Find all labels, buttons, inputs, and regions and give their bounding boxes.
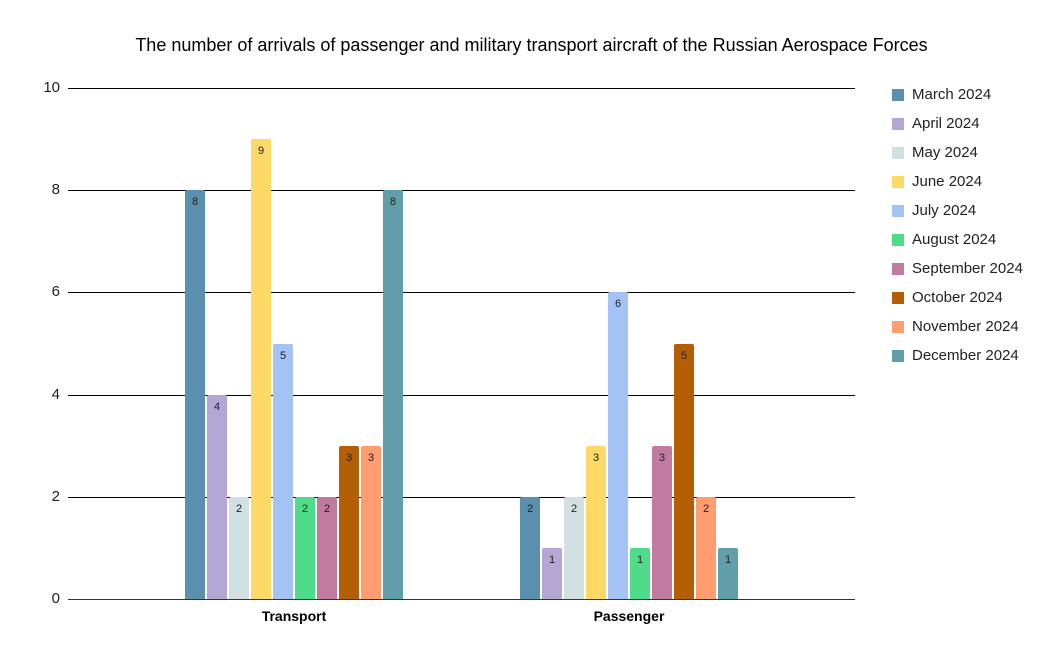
bar[interactable]: 1 xyxy=(542,547,562,599)
data-label: 2 xyxy=(526,502,534,515)
bar[interactable]: 8 xyxy=(185,190,205,599)
legend-swatch-icon xyxy=(892,233,904,246)
legend-swatch-icon xyxy=(892,349,904,362)
data-label: 2 xyxy=(702,502,710,515)
y-tick-label: 10 xyxy=(43,79,60,96)
bar[interactable]: 3 xyxy=(361,445,381,599)
legend-label: June 2024 xyxy=(912,173,983,190)
data-label: 9 xyxy=(257,145,265,158)
legend-swatch-icon xyxy=(892,262,904,275)
data-label: 5 xyxy=(279,349,287,362)
bar[interactable]: 8 xyxy=(383,190,403,599)
legend-label: March 2024 xyxy=(912,86,992,103)
bar[interactable]: 2 xyxy=(520,496,540,599)
legend-label: August 2024 xyxy=(912,231,997,248)
bar[interactable]: 2 xyxy=(564,496,584,599)
bar[interactable]: 3 xyxy=(586,445,606,599)
gridline xyxy=(68,190,855,192)
bar[interactable]: 5 xyxy=(273,343,293,599)
data-label: 6 xyxy=(614,298,622,311)
legend-label: October 2024 xyxy=(912,289,1003,306)
legend-item[interactable]: August 2024 xyxy=(892,225,1023,254)
legend-item[interactable]: March 2024 xyxy=(892,80,1023,109)
legend-swatch-icon xyxy=(892,117,904,130)
data-label: 2 xyxy=(570,502,578,515)
gridline xyxy=(68,599,855,600)
x-category-label: Transport xyxy=(261,608,327,624)
bar[interactable]: 2 xyxy=(317,496,337,599)
bar[interactable]: 3 xyxy=(652,445,672,599)
y-tick-label: 0 xyxy=(51,590,60,607)
data-label: 1 xyxy=(724,553,732,566)
legend-swatch-icon xyxy=(892,175,904,188)
bar[interactable]: 5 xyxy=(674,343,694,599)
legend-item[interactable]: October 2024 xyxy=(892,283,1023,312)
legend-item[interactable]: September 2024 xyxy=(892,254,1023,283)
chart-title: The number of arrivals of passenger and … xyxy=(135,35,928,55)
data-label: 3 xyxy=(345,451,353,464)
legend-swatch-icon xyxy=(892,146,904,159)
legend-label: May 2024 xyxy=(912,144,978,161)
gridline xyxy=(68,292,855,294)
data-label: 8 xyxy=(191,196,199,209)
data-label: 5 xyxy=(680,349,688,362)
gridline xyxy=(68,496,855,498)
bar[interactable]: 2 xyxy=(295,496,315,599)
bar[interactable]: 4 xyxy=(207,394,227,599)
legend-item[interactable]: December 2024 xyxy=(892,341,1023,370)
data-label: 1 xyxy=(548,553,556,566)
legend-swatch-icon xyxy=(892,320,904,333)
y-tick-label: 2 xyxy=(51,487,60,505)
legend-item[interactable]: June 2024 xyxy=(892,167,1023,196)
legend-item[interactable]: July 2024 xyxy=(892,196,1023,225)
data-label: 2 xyxy=(323,502,331,515)
data-label: 2 xyxy=(235,502,243,515)
data-label: 3 xyxy=(367,451,375,464)
data-label: 3 xyxy=(592,451,600,464)
legend-item[interactable]: May 2024 xyxy=(892,138,1023,167)
gridline xyxy=(68,88,855,89)
gridline xyxy=(68,394,855,396)
legend-label: September 2024 xyxy=(912,260,1023,277)
data-label: 2 xyxy=(301,502,309,515)
legend-label: November 2024 xyxy=(912,318,1019,335)
bar[interactable]: 1 xyxy=(718,547,738,599)
bar[interactable]: 9 xyxy=(251,139,271,599)
x-category-label: Passenger xyxy=(593,608,665,624)
bar[interactable]: 6 xyxy=(608,292,628,599)
plot-area: 8 4 2 9 5 2 2 3 3 8 2 1 2 3 6 1 3 5 2 1 xyxy=(68,88,855,600)
legend-label: December 2024 xyxy=(912,347,1019,364)
legend-label: April 2024 xyxy=(912,115,980,132)
data-label: 3 xyxy=(658,451,666,464)
data-label: 8 xyxy=(389,196,397,209)
legend-swatch-icon xyxy=(892,88,904,101)
bar[interactable]: 3 xyxy=(339,445,359,599)
y-tick-label: 4 xyxy=(51,385,60,403)
legend: March 2024 April 2024 May 2024 June 2024 Jul… xyxy=(892,80,1023,370)
data-label: 1 xyxy=(636,553,644,566)
legend-swatch-icon xyxy=(892,204,904,217)
legend-item[interactable]: April 2024 xyxy=(892,109,1023,138)
bar[interactable]: 2 xyxy=(229,496,249,599)
bar[interactable]: 1 xyxy=(630,547,650,599)
bar[interactable]: 2 xyxy=(696,496,716,599)
legend-swatch-icon xyxy=(892,291,904,304)
legend-label: July 2024 xyxy=(912,202,977,219)
y-tick-label: 6 xyxy=(51,283,60,301)
y-tick-label: 8 xyxy=(51,181,60,199)
legend-item[interactable]: November 2024 xyxy=(892,312,1023,341)
data-label: 4 xyxy=(213,400,221,413)
